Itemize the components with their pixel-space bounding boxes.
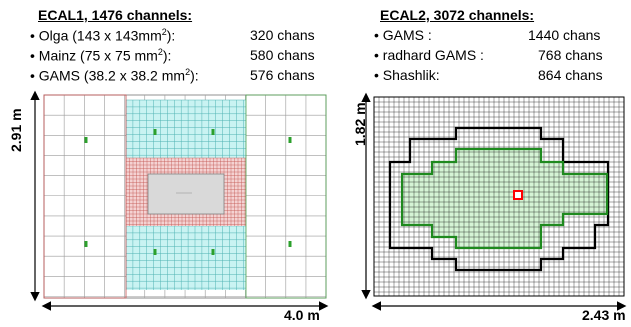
ecal2-row-shashlik: • Shashlik: 864 chans [374,67,624,85]
ecal1-row-label: • Mainz (75 x 75 mm2): [30,47,172,64]
ecal1-row-label: • Olga (143 x 143mm2): [30,27,176,44]
mainz-module-bottom [125,225,246,290]
ecal2-row-value: 768 chans [538,47,603,63]
ecal1-row-value: 576 chans [250,67,315,83]
mainz-module-top [125,99,246,158]
ecal2-center-marker [513,190,523,200]
ecal2-width-label: 2.43 m [582,307,626,323]
ecal1-left-outline [43,94,127,299]
ecal2-title: ECAL2, 3072 channels: [380,7,535,23]
ecal2-diagram [373,96,625,297]
ecal1-diagram [43,94,327,299]
ecal1-row-value: 320 chans [250,27,315,43]
ecal2-row-value: 1440 chans [528,27,601,43]
ecal2-gams-contour [388,126,610,272]
ecal1-row-gams: • GAMS (38.2 x 38.2 mm2): 576 chans [30,67,330,85]
ecal2-row-gams: • GAMS : 1440 chans [374,27,624,45]
ecal1-row-mainz: • Mainz (75 x 75 mm2): 580 chans [30,47,330,65]
ecal2-row-radhard: • radhard GAMS : 768 chans [374,47,624,65]
ecal2-row-value: 864 chans [538,67,603,83]
ecal1-right-outline [245,94,327,299]
ecal2-grid [373,96,625,296]
ecal1-title: ECAL1, 1476 channels: [38,7,193,23]
ecal1-markers [84,129,292,255]
ecal1-row-label: • GAMS (38.2 x 38.2 mm2): [30,67,199,84]
ecal2-radhard-contour [400,147,609,250]
ecal2-radhard-region [402,149,607,248]
beam-hole [147,173,225,215]
ecal2-row-label: • GAMS : [374,27,432,43]
ecal1-row-olga: • Olga (143 x 143mm2): 320 chans [30,27,330,45]
ecal2-row-label: • Shashlik: [374,67,440,83]
ecal2-row-label: • radhard GAMS : [374,47,484,63]
ecal1-width-label: 4.0 m [284,307,320,323]
ecal1-row-value: 580 chans [250,47,315,63]
